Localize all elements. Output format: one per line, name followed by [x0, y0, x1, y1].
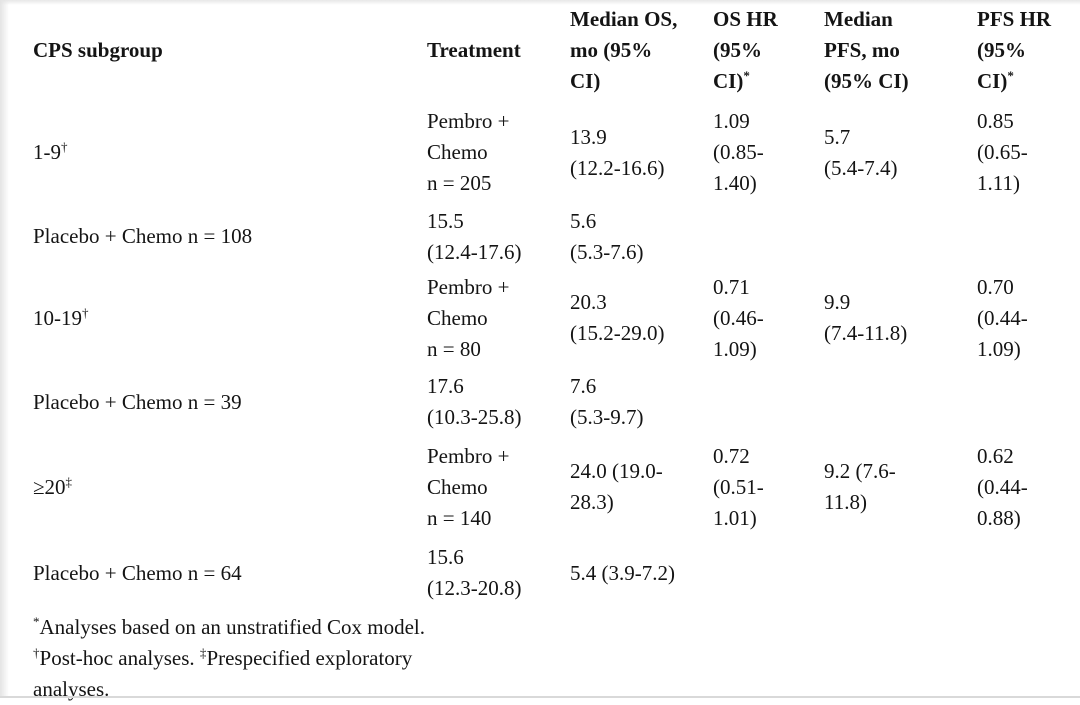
page-edge-top — [0, 0, 1080, 5]
cell-median-os: 24.0 (19.0- 28.3) — [570, 436, 713, 538]
table-row-cps-1-9-pembro: 1-9† Pembro + Chemo n = 205 13.9 (12.2-1… — [33, 100, 1080, 205]
cell-subgroup: Placebo + Chemo n = 108 — [33, 205, 427, 268]
header-text: Treatment — [427, 37, 521, 62]
cell-text: 5.6 (5.3-7.6) — [570, 208, 644, 264]
cell-pfs-hr: 0.62 (0.44- 0.88) — [977, 436, 1080, 538]
cell-text: 5.7 (5.4-7.4) — [824, 124, 898, 180]
cell-text: 9.2 (7.6- 11.8) — [824, 459, 896, 514]
table-row-cps-10-19-pembro: 10-19† Pembro + Chemo n = 80 20.3 (15.2-… — [33, 268, 1080, 368]
cell-text: 1.09 (0.85- 1.40) — [713, 109, 764, 195]
column-header-median-os: Median OS, mo (95% CI) — [570, 0, 713, 100]
table-row-cps-1-9-placebo: Placebo + Chemo n = 108 15.5 (12.4-17.6)… — [33, 205, 1080, 268]
header-text: OS HR (95% CI) — [713, 6, 778, 93]
header-row: CPS subgroup Treatment Median OS, mo (95… — [33, 0, 1080, 100]
header-text: Median PFS, mo (95% CI) — [824, 6, 909, 93]
cell-median-pfs: 9.9 (7.4-11.8) — [824, 268, 977, 368]
table-row-cps-10-19-placebo: Placebo + Chemo n = 39 17.6 (10.3-25.8) … — [33, 368, 1080, 436]
cell-text: 17.6 (10.3-25.8) — [427, 374, 522, 429]
cell-text: Pembro + Chemo n = 140 — [427, 443, 510, 530]
cell-pfs-hr: 0.85 (0.65- 1.11) — [977, 100, 1080, 205]
cell-empty — [824, 368, 977, 436]
cell-sup: † — [61, 139, 68, 154]
cell-text: 15.6 (12.3-20.8) — [427, 545, 522, 600]
cell-text: 5.4 (3.9-7.2) — [570, 560, 675, 585]
cell-subgroup: 10-19† — [33, 268, 427, 368]
cell-text: Placebo + Chemo n = 39 — [33, 389, 242, 414]
table-row-cps-20plus-placebo: Placebo + Chemo n = 64 15.6 (12.3-20.8) … — [33, 538, 1080, 608]
cell-empty — [977, 368, 1080, 436]
column-header-median-pfs: Median PFS, mo (95% CI) — [824, 0, 977, 100]
cell-text: 13.9 (12.2-16.6) — [570, 124, 665, 180]
table-row-cps-20plus-pembro: ≥20‡ Pembro + Chemo n = 140 24.0 (19.0- … — [33, 436, 1080, 538]
cell-median-os: 5.4 (3.9-7.2) — [570, 538, 713, 608]
cell-text: ≥20 — [33, 474, 66, 499]
cell-treatment: 15.5 (12.4-17.6) — [427, 205, 570, 268]
column-header-cps-subgroup: CPS subgroup — [33, 0, 427, 100]
cell-pfs-hr: 0.70 (0.44- 1.09) — [977, 268, 1080, 368]
cell-text: 0.72 (0.51- 1.01) — [713, 443, 764, 530]
cell-os-hr: 0.72 (0.51- 1.01) — [713, 436, 824, 538]
footnote-text-post-hoc: Post-hoc analyses. — [39, 646, 200, 670]
cell-text: 24.0 (19.0- 28.3) — [570, 459, 663, 514]
cell-empty — [713, 538, 824, 608]
cell-text: 15.5 (12.4-17.6) — [427, 208, 522, 264]
cell-median-pfs: 5.7 (5.4-7.4) — [824, 100, 977, 205]
header-text: Median OS, mo (95% CI) — [570, 6, 678, 93]
cell-treatment: Pembro + Chemo n = 205 — [427, 100, 570, 205]
cell-text: Pembro + Chemo n = 80 — [427, 274, 510, 361]
cell-subgroup: Placebo + Chemo n = 39 — [33, 368, 427, 436]
cell-text: Pembro + Chemo n = 205 — [427, 109, 510, 195]
cell-os-hr: 1.09 (0.85- 1.40) — [713, 100, 824, 205]
column-header-pfs-hr: PFS HR (95% CI)* — [977, 0, 1080, 100]
cell-treatment: 15.6 (12.3-20.8) — [427, 538, 570, 608]
header-sup: * — [743, 67, 750, 83]
footnote-text-cox-model: Analyses based on an unstratified Cox mo… — [39, 615, 426, 639]
cell-treatment: Pembro + Chemo n = 140 — [427, 436, 570, 538]
cell-empty — [713, 368, 824, 436]
cell-treatment: 17.6 (10.3-25.8) — [427, 368, 570, 436]
cell-text: 0.85 (0.65- 1.11) — [977, 109, 1028, 195]
cell-text: 0.70 (0.44- 1.09) — [977, 274, 1028, 361]
cell-os-hr: 0.71 (0.46- 1.09) — [713, 268, 824, 368]
footnote-sup-asterisk: * — [33, 614, 40, 629]
footnote: *Analyses based on an unstratified Cox m… — [33, 608, 435, 705]
footnote-text-prespecified: Prespecified exploratory analyses. — [33, 646, 413, 701]
header-text: CPS subgroup — [33, 37, 163, 62]
cell-median-os: 20.3 (15.2-29.0) — [570, 268, 713, 368]
cell-empty — [977, 538, 1080, 608]
footnote-sup-double-dagger: ‡ — [199, 645, 207, 660]
cell-empty — [824, 538, 977, 608]
header-sup: * — [1007, 67, 1014, 83]
cell-text: 0.62 (0.44- 0.88) — [977, 443, 1028, 530]
cell-subgroup: Placebo + Chemo n = 64 — [33, 538, 427, 608]
cell-text: 9.9 (7.4-11.8) — [824, 290, 908, 345]
footnote-sup-dagger: † — [33, 645, 40, 660]
column-header-treatment: Treatment — [427, 0, 570, 100]
cell-median-pfs: 9.2 (7.6- 11.8) — [824, 436, 977, 538]
cell-text: Placebo + Chemo n = 108 — [33, 224, 253, 248]
cell-text: 0.71 (0.46- 1.09) — [713, 274, 764, 361]
cell-median-os: 13.9 (12.2-16.6) — [570, 100, 713, 205]
cell-median-os: 5.6 (5.3-7.6) — [570, 205, 713, 268]
cell-text: 20.3 (15.2-29.0) — [570, 290, 665, 345]
cell-text: 7.6 (5.3-9.7) — [570, 374, 644, 429]
cell-sup: † — [82, 304, 89, 320]
page-edge-bottom — [0, 696, 1080, 698]
cell-empty — [713, 205, 824, 268]
cell-treatment: Pembro + Chemo n = 80 — [427, 268, 570, 368]
results-table: CPS subgroup Treatment Median OS, mo (95… — [33, 0, 1080, 608]
column-header-os-hr: OS HR (95% CI)* — [713, 0, 824, 100]
cell-text: 10-19 — [33, 305, 82, 330]
cell-subgroup: ≥20‡ — [33, 436, 427, 538]
header-text: PFS HR (95% CI) — [977, 6, 1052, 93]
cell-text: 1-9 — [33, 140, 61, 164]
page-edge-left — [0, 0, 9, 698]
cell-median-os: 7.6 (5.3-9.7) — [570, 368, 713, 436]
cell-sup: ‡ — [65, 473, 73, 489]
cell-text: Placebo + Chemo n = 64 — [33, 560, 242, 585]
cell-empty — [824, 205, 977, 268]
cell-subgroup: 1-9† — [33, 100, 427, 205]
cell-empty — [977, 205, 1080, 268]
